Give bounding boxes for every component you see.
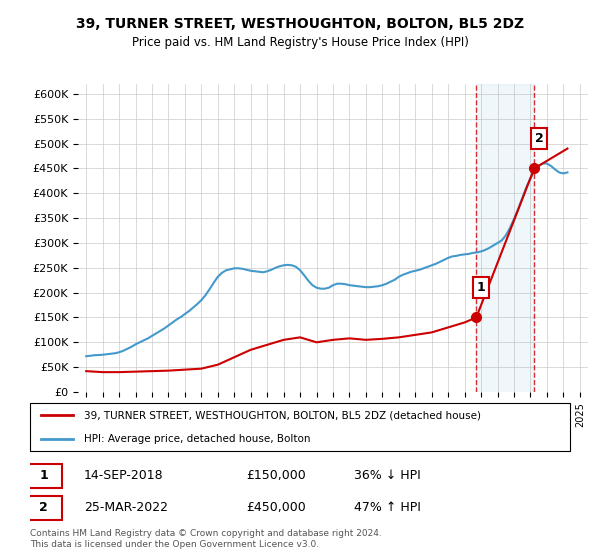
FancyBboxPatch shape — [25, 464, 62, 488]
Text: 36% ↓ HPI: 36% ↓ HPI — [354, 469, 421, 482]
Text: 47% ↑ HPI: 47% ↑ HPI — [354, 501, 421, 514]
Text: 25-MAR-2022: 25-MAR-2022 — [84, 501, 168, 514]
Text: 2: 2 — [535, 132, 544, 145]
Text: Contains HM Land Registry data © Crown copyright and database right 2024.
This d: Contains HM Land Registry data © Crown c… — [30, 529, 382, 549]
Text: 39, TURNER STREET, WESTHOUGHTON, BOLTON, BL5 2DZ (detached house): 39, TURNER STREET, WESTHOUGHTON, BOLTON,… — [84, 410, 481, 420]
Text: 2: 2 — [39, 501, 48, 514]
Text: Price paid vs. HM Land Registry's House Price Index (HPI): Price paid vs. HM Land Registry's House … — [131, 36, 469, 49]
Text: HPI: Average price, detached house, Bolton: HPI: Average price, detached house, Bolt… — [84, 434, 311, 444]
Text: 1: 1 — [39, 469, 48, 482]
Bar — [476, 84, 534, 392]
Text: 39, TURNER STREET, WESTHOUGHTON, BOLTON, BL5 2DZ: 39, TURNER STREET, WESTHOUGHTON, BOLTON,… — [76, 17, 524, 31]
Text: £450,000: £450,000 — [246, 501, 306, 514]
FancyBboxPatch shape — [25, 496, 62, 520]
Text: 14-SEP-2018: 14-SEP-2018 — [84, 469, 164, 482]
Text: £150,000: £150,000 — [246, 469, 306, 482]
FancyBboxPatch shape — [30, 403, 570, 451]
Text: 1: 1 — [477, 281, 485, 294]
